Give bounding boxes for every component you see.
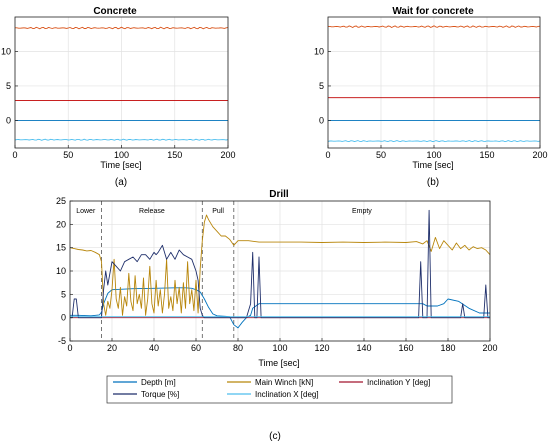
- y-tick-label: 20: [56, 219, 66, 229]
- x-tick-label: 160: [398, 343, 413, 353]
- chart-panel-c: Drill Time [sec] (c) Lower Release Pull Emp…: [56, 189, 498, 442]
- x-tick-label: 80: [233, 343, 243, 353]
- chart-panel-a: Concrete Time [sec] (a) 0 50 100 150 200 0 5 10: [1, 6, 236, 188]
- x-tick-label: 0: [12, 150, 17, 160]
- phase-label: Pull: [212, 208, 224, 215]
- y-tick-label: -5: [58, 336, 66, 346]
- x-tick-label: 100: [272, 343, 287, 353]
- chart-title: Wait for concrete: [392, 6, 474, 17]
- y-tick-label: 0: [319, 115, 324, 125]
- chart-panel-b: Wait for concrete Time [sec] (b) 0 50 100 1…: [314, 6, 548, 188]
- series-line: [15, 26, 229, 30]
- series-line: [69, 214, 491, 316]
- y-tick-label: 15: [56, 243, 66, 253]
- legend-label: Inclination Y [deg]: [367, 378, 430, 387]
- x-tick-label: 200: [220, 150, 235, 160]
- y-tick-label: 5: [6, 81, 11, 91]
- legend-label: Torque [%]: [141, 390, 179, 399]
- panel-label: (c): [269, 431, 281, 442]
- chart-title: Concrete: [93, 6, 137, 17]
- legend-label: Inclination X [deg]: [255, 390, 319, 399]
- legend-box: [106, 375, 453, 404]
- x-tick-label: 200: [532, 150, 547, 160]
- y-tick-label: 10: [1, 46, 11, 56]
- series-line: [327, 140, 541, 143]
- grid-lines: [69, 200, 491, 342]
- panel-label: (a): [115, 177, 127, 188]
- x-axis-label: Time [sec]: [412, 160, 453, 170]
- x-tick-label: 40: [149, 343, 159, 353]
- y-tick-label: 5: [319, 81, 324, 91]
- x-axis-label: Time [sec]: [258, 358, 299, 368]
- legend-label: Main Winch [kN]: [255, 378, 313, 387]
- x-axis-label: Time [sec]: [100, 160, 141, 170]
- x-tick-label: 0: [325, 150, 330, 160]
- x-tick-label: 140: [356, 343, 371, 353]
- grid-lines: [14, 17, 229, 148]
- phase-label: Release: [139, 208, 165, 215]
- legend-label: Depth [m]: [141, 378, 176, 387]
- x-tick-label: 60: [191, 343, 201, 353]
- series-line: [70, 209, 490, 319]
- y-tick-label: 25: [56, 196, 66, 206]
- x-tick-label: 150: [167, 150, 182, 160]
- x-tick-label: 20: [107, 343, 117, 353]
- x-tick-label: 200: [482, 343, 497, 353]
- phase-label: Lower: [76, 208, 96, 215]
- x-tick-label: 100: [114, 150, 129, 160]
- x-tick-label: 150: [479, 150, 494, 160]
- x-tick-label: 100: [426, 150, 441, 160]
- panel-label: (b): [427, 177, 439, 188]
- y-tick-label: 0: [6, 115, 11, 125]
- x-tick-label: 180: [440, 343, 455, 353]
- y-tick-label: 0: [61, 313, 66, 323]
- x-tick-label: 0: [67, 343, 72, 353]
- phase-label: Empty: [352, 208, 372, 215]
- series-line: [14, 138, 229, 141]
- y-tick-label: 10: [314, 46, 324, 56]
- chart-title: Drill: [269, 189, 289, 200]
- x-tick-label: 50: [63, 150, 73, 160]
- x-tick-label: 120: [314, 343, 329, 353]
- y-tick-label: 5: [61, 289, 66, 299]
- chart-legend: Depth [m] Main Winch [kN] Inclination Y [d…: [106, 375, 453, 404]
- grid-lines: [327, 17, 541, 148]
- series-line: [328, 25, 541, 28]
- y-tick-label: 10: [56, 266, 66, 276]
- x-tick-label: 50: [376, 150, 386, 160]
